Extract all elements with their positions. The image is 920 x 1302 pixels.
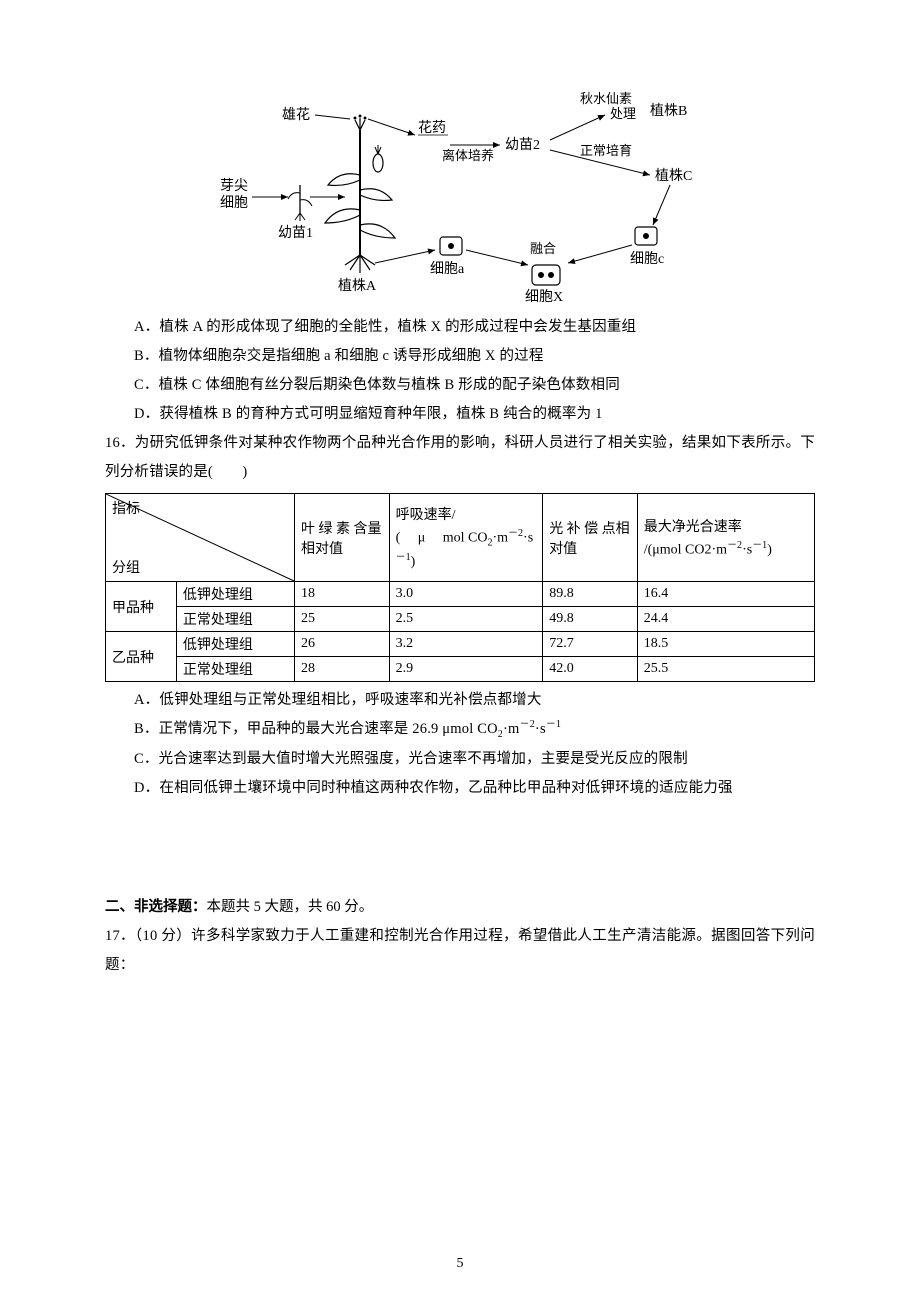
cell-val: 28 [295,657,390,682]
cell-sub: 正常处理组 [176,657,294,682]
cell-val: 49.8 [543,607,638,632]
table-row: 甲品种 低钾处理组 18 3.0 89.8 16.4 [106,582,815,607]
table-row: 正常处理组 28 2.9 42.0 25.5 [106,657,815,682]
label-cellX: 细胞X [525,289,563,305]
table-diag-header: 指标 分组 [106,494,295,582]
q16-optC: C．光合速率达到最大值时增大光照强度，光合速率不再增加，主要是受光反应的限制 [105,745,815,774]
section2-desc: 本题共 5 大题，共 60 分。 [207,899,374,915]
q15-diagram: 雄花 花药 离体培养 幼苗2 秋水仙素 处理 植株B 正常培育 植株C 细胞c … [210,85,710,305]
cell-group-yi: 乙品种 [106,632,177,682]
cell-val: 18.5 [637,632,814,657]
label-plantB: 植株B [650,103,687,119]
diag-top-label: 指标 [112,498,140,518]
q16-optA: A．低钾处理组与正常处理组相比，呼吸速率和光补偿点都增大 [105,686,815,715]
label-plantA: 植株A [338,278,377,294]
label-plantC: 植株C [655,168,692,184]
cell-val: 89.8 [543,582,638,607]
table-row: 乙品种 低钾处理组 26 3.2 72.7 18.5 [106,632,815,657]
cell-group-jia: 甲品种 [106,582,177,632]
label-normal-culture: 正常培育 [580,143,632,158]
table-row: 正常处理组 25 2.5 49.8 24.4 [106,607,815,632]
cell-val: 3.2 [389,632,543,657]
q16-table: 指标 分组 叶 绿 素 含量相对值 呼吸速率/( μ mol CO2·m－2·s… [105,493,815,682]
cell-val: 26 [295,632,390,657]
cell-val: 2.9 [389,657,543,682]
cell-sub: 低钾处理组 [176,582,294,607]
label-cell-a: 细胞a [430,261,465,277]
q16-optD: D．在相同低钾土壤环境中同时种植这两种农作物，乙品种比甲品种对低钾环境的适应能力… [105,774,815,803]
cell-val: 25 [295,607,390,632]
cell-sub: 正常处理组 [176,607,294,632]
label-seedling2: 幼苗2 [505,137,540,153]
q15-optD: D．获得植株 B 的育种方式可明显缩短育种年限，植株 B 纯合的概率为 1 [105,400,815,429]
cell-val: 72.7 [543,632,638,657]
label-cell-c: 细胞c [630,251,664,267]
label-seedling1: 幼苗1 [278,225,313,241]
q16-optB: B．正常情况下，甲品种的最大光合速率是 26.9 μmol CO2·m－2·s－… [105,715,815,745]
table-col-maxnet: 最大净光合速率/(μmol CO2·m－2·s－1) [637,494,814,582]
section2-label: 二、非选择题： [105,899,207,915]
page-number: 5 [0,1256,920,1272]
q16-stem: 16．为研究低钾条件对某种农作物两个品种光合作用的影响，科研人员进行了相关实验，… [105,429,815,487]
cell-val: 42.0 [543,657,638,682]
table-col-lightcomp: 光 补 偿 点相对值 [543,494,638,582]
cell-val: 24.4 [637,607,814,632]
label-anther: 花药 [418,120,446,136]
diag-bottom-label: 分组 [112,557,140,577]
cell-sub: 低钾处理组 [176,632,294,657]
table-col-chlorophyll: 叶 绿 素 含量相对值 [295,494,390,582]
cell-val: 3.0 [389,582,543,607]
cell-val: 18 [295,582,390,607]
label-anther-culture: 离体培养 [442,148,494,163]
label-male-flower: 雄花 [282,107,310,123]
label-treatment: 处理 [610,106,636,121]
cell-val: 25.5 [637,657,814,682]
section2-heading: 二、非选择题：本题共 5 大题，共 60 分。 [105,893,815,922]
q15-optC: C．植株 C 体细胞有丝分裂后期染色体数与植株 B 形成的配子染色体数相同 [105,371,815,400]
q17-stem: 17．（10 分）许多科学家致力于人工重建和控制光合作用过程，希望借此人工生产清… [105,922,815,980]
q15-optA: A．植株 A 的形成体现了细胞的全能性，植株 X 的形成过程中会发生基因重组 [105,313,815,342]
table-header-row: 指标 分组 叶 绿 素 含量相对值 呼吸速率/( μ mol CO2·m－2·s… [106,494,815,582]
label-fusion: 融合 [530,241,556,256]
label-bud-tip: 芽尖 [220,178,248,194]
label-colchicine: 秋水仙素 [580,91,632,106]
table-col-respiration: 呼吸速率/( μ mol CO2·m－2·s－1) [389,494,543,582]
cell-val: 16.4 [637,582,814,607]
label-cell: 细胞 [220,195,248,211]
cell-val: 2.5 [389,607,543,632]
q15-optB: B．植物体细胞杂交是指细胞 a 和细胞 c 诱导形成细胞 X 的过程 [105,342,815,371]
